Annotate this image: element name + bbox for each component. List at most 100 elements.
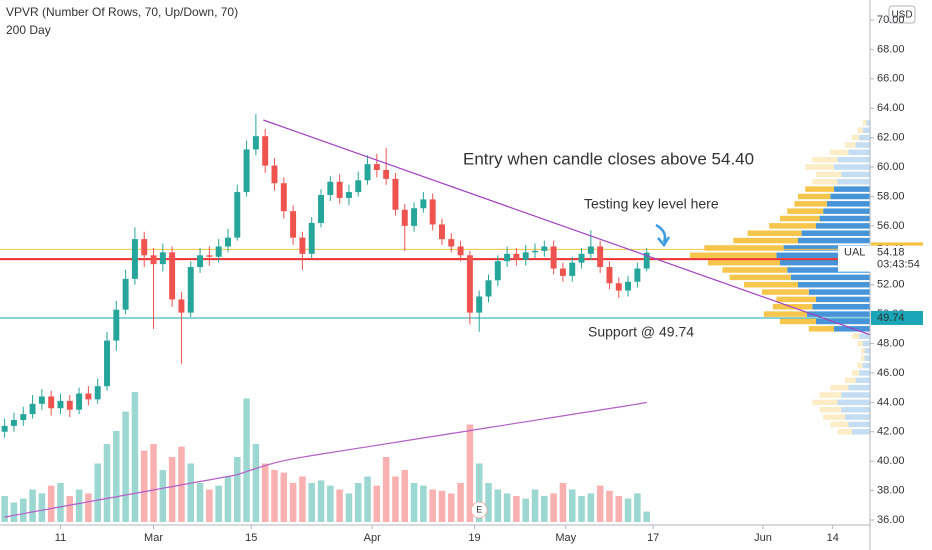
candle-body (243, 149, 250, 193)
candle-body (569, 262, 576, 276)
candle-body (327, 181, 334, 195)
volume-bar (10, 502, 18, 522)
candle-body (187, 267, 194, 313)
volume-bar (122, 411, 129, 522)
profile-up (834, 164, 870, 170)
volume-bar (531, 489, 539, 522)
volume-bar (215, 485, 222, 522)
annotation: Testing key level here (584, 196, 719, 212)
candle-body (429, 199, 436, 225)
volume-bar (354, 483, 362, 522)
candle-body (345, 192, 352, 198)
annotation: Support @ 49.74 (588, 324, 694, 340)
volume-bar (587, 493, 595, 522)
profile-down (729, 274, 791, 281)
candle-body (252, 136, 259, 150)
profile-up (862, 340, 870, 347)
profile-up (864, 348, 870, 354)
volume-bar (429, 489, 436, 522)
candle-body (476, 296, 483, 313)
volume-bar (1, 496, 8, 522)
profile-up (864, 355, 870, 361)
y-tick-label: 70.00 (877, 14, 905, 26)
volume-bar (206, 489, 213, 522)
candle-body (94, 386, 101, 400)
volume-bar (503, 493, 511, 522)
candle-body (104, 340, 110, 387)
volume-bar (475, 463, 483, 522)
profile-down (812, 399, 838, 406)
volume-bar (280, 472, 288, 522)
candle-body (299, 237, 306, 254)
volume-bar (57, 483, 64, 522)
y-tick-label: 42.00 (877, 426, 905, 438)
x-tick-label: 14 (827, 532, 839, 544)
candle-body (224, 237, 231, 247)
profile-down (690, 252, 777, 259)
volume-bar (234, 457, 241, 522)
profile-up (807, 311, 870, 317)
volume-bar (85, 493, 92, 522)
volume-bar (150, 444, 157, 522)
currency[interactable]: USD (891, 10, 912, 21)
candle-body (141, 239, 148, 256)
volume-bar (140, 450, 148, 522)
profile-up (859, 333, 870, 339)
volume-bar (196, 483, 204, 522)
profile-down (852, 370, 860, 376)
volume-bar (643, 511, 650, 522)
candle-body (643, 252, 650, 269)
candle-body (448, 239, 455, 247)
y-tick-label: 66.00 (877, 73, 905, 85)
candle-body (1, 425, 8, 432)
profile-down (722, 267, 788, 273)
profile-up (837, 156, 870, 163)
x-tick-label: May (555, 532, 576, 544)
volume-bar (299, 476, 306, 522)
profile-up (841, 171, 870, 178)
volume-bar (401, 470, 409, 522)
profile-down (787, 208, 824, 214)
level-price-label: 49.74 (877, 312, 905, 324)
profile-up (866, 120, 870, 126)
profile-down (794, 201, 827, 207)
y-tick-label: 64.00 (877, 102, 905, 114)
candle-body (169, 252, 176, 300)
earnings-marker (470, 501, 488, 519)
volume-bar (327, 485, 334, 522)
candle-body (76, 393, 83, 410)
profile-down (861, 355, 865, 361)
y-tick-label: 36.00 (877, 514, 905, 526)
profile-down (812, 156, 838, 163)
volume-bar (494, 489, 502, 522)
y-tick-label: 62.00 (877, 132, 905, 144)
profile-down (704, 245, 784, 251)
profile-down (763, 311, 807, 317)
candle-body (615, 283, 622, 291)
symbol-label: UAL (844, 247, 865, 259)
profile-up (848, 421, 870, 428)
volume-bar (438, 490, 446, 522)
annotation: Entry when candle closes above 54.40 (463, 149, 754, 168)
candle-body (383, 170, 390, 179)
profile-down (808, 326, 834, 332)
profile-up (798, 281, 870, 288)
profile-down (776, 296, 816, 303)
candle-body (159, 252, 166, 265)
candle-body (373, 164, 380, 170)
profile-down (830, 421, 849, 428)
candle-body (625, 281, 632, 291)
volume-bar (75, 489, 83, 522)
y-tick-label: 46.00 (877, 367, 905, 379)
candle-body (215, 246, 222, 257)
currency-box[interactable] (888, 5, 916, 24)
y-tick-label: 60.00 (877, 161, 905, 173)
volume-bar (392, 476, 399, 522)
volume-bar (550, 493, 557, 522)
volume-bar (541, 496, 548, 522)
volume-bar (252, 444, 260, 522)
candle-body (262, 136, 269, 166)
candle-body (48, 396, 55, 409)
y-tick-label: 38.00 (877, 484, 905, 496)
profile-up (830, 193, 870, 200)
